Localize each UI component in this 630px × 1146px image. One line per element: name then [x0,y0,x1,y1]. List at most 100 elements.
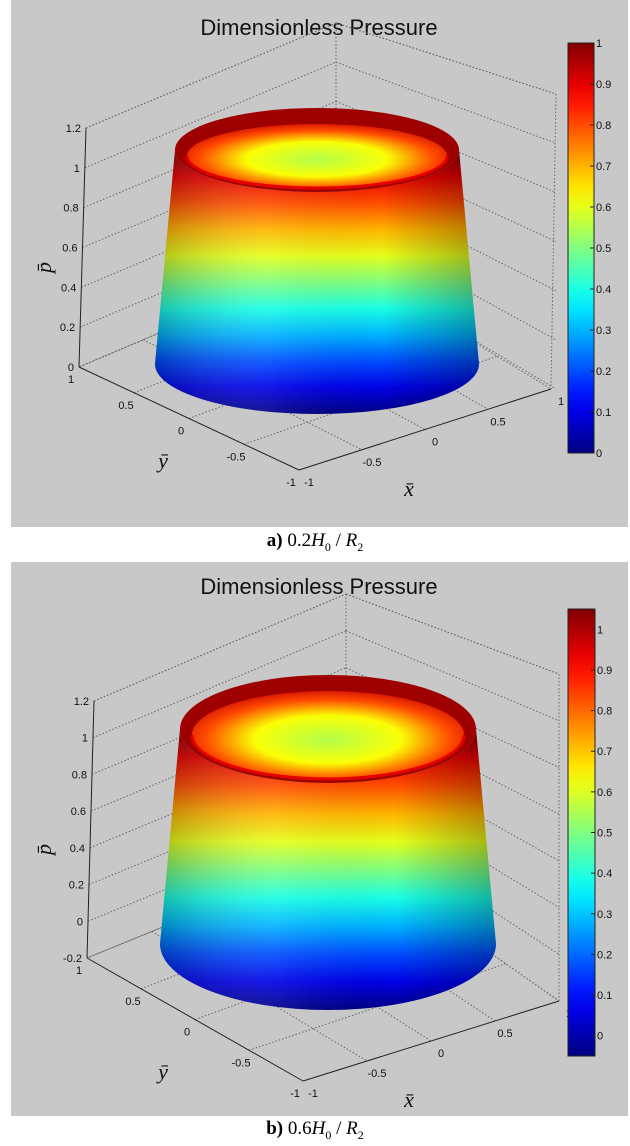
z-tick-label: 0.6 [62,243,77,255]
x-tick-label: 0 [432,437,438,449]
surface-ring [155,108,479,414]
x-tick-label: -0.5 [363,457,382,469]
z-tick-label: 1.2 [66,123,81,135]
z-axis-line [78,127,87,368]
z-tick-label: 1 [82,733,88,745]
x-axis-line [302,1000,560,1082]
colorbar-tick-label: 0 [596,448,602,460]
z-tick-label: 0.2 [60,322,75,334]
caption-sub-h: 0 [324,539,331,554]
surface-inner-lip [185,155,449,190]
z-tick-label: -0.2 [63,953,82,965]
chart-panel-b: Dimensionless Pressure -0.2 0 0.2 0.4 0.6 0.8 1… [11,562,628,1116]
axis-lines [78,127,552,471]
colorbar-tick-label: 0.7 [597,746,612,758]
caption-letter: b) [266,1118,284,1139]
x-axis-line [298,388,552,471]
x-tick-label: 0 [438,1048,444,1060]
colorbar-tick-label: 0.2 [597,949,612,961]
grid-z-right [345,630,560,722]
caption-a: a) 0.2H0 / R2 [0,530,630,555]
x-tick-label: 0.5 [497,1028,512,1040]
x-tick-label: 0.5 [490,416,505,428]
caption-separator: / [330,530,346,551]
colorbar-tick-label: 0.6 [597,787,612,799]
grid-z-left [90,704,347,812]
z-tick-label: 0.2 [69,880,84,892]
z-tick-label: 0.6 [71,806,86,818]
z-axis-label: p̄ [31,844,56,857]
caption-b: b) 0.6H0 / R2 [0,1118,630,1143]
chart-panel-a: Dimensionless Pressure 0 0.2 0.4 0.6 0.8 1 1.2 1… [11,0,628,527]
colorbar-tick-label: 0.3 [597,909,612,921]
y-tick-label: 1 [76,965,82,977]
z-tick-label: 0.4 [70,843,85,855]
surface-plot-a: Dimensionless Pressure 0 0.2 0.4 0.6 0.8 1 1.2 1… [31,15,611,501]
z-axis-line [86,700,95,959]
z-tick-label: 0.4 [61,282,76,294]
caption-var-r: R [346,1118,358,1139]
colorbar-tick-label: 0.1 [597,990,612,1002]
surface-plot-b: Dimensionless Pressure -0.2 0 0.2 0.4 0.6 0.8 1… [31,574,612,1112]
surface-inner-lip [190,734,466,781]
colorbar-tick-label: 0.4 [596,284,611,296]
caption-number: 0.6 [287,1118,312,1139]
caption-var-r: R [345,530,358,551]
colorbar-tick-label: 0.9 [597,665,612,677]
colorbar-tick-label: 0.7 [596,161,611,173]
colorbar-tick-label: 0.4 [597,868,612,880]
y-tick-label: -1 [286,477,296,489]
axis-lines [86,700,560,1082]
colorbar-tick-label: 1 [596,38,602,50]
colorbar-tick-label: 0.6 [596,202,611,214]
colorbar-tick-label: 0.5 [597,828,612,840]
caption-sub-h: 0 [325,1127,332,1142]
grid-right-vertical [550,93,557,390]
surface-wall-shading [160,729,496,1010]
y-tick-label: -0.5 [227,451,246,463]
z-tick-label: 0 [68,362,74,374]
grid-z-right [345,777,560,908]
colorbar-tick-label: 0.2 [596,366,611,378]
z-axis-label: p̄ [31,262,56,275]
x-tick-label: -1 [304,477,314,489]
grid-z-right [335,22,557,95]
grid-z-left [86,851,347,959]
y-tick-label: 0.5 [118,400,133,412]
y-axis-line [86,957,304,1082]
colorbar-tick-label: 0.3 [596,325,611,337]
y-axis-line [78,366,300,471]
grid-z-right [335,61,557,144]
colorbar-tick-label: 0.5 [596,243,611,255]
colorbar-tick-label: 0.8 [597,706,612,718]
caption-sub-r: 2 [357,539,364,554]
caption-var-h: H [311,1118,326,1139]
z-tick-label: 1 [74,163,80,175]
surface-wall-shading [155,150,479,414]
z-tick-label: 0 [77,916,83,928]
y-tick-label: 0 [178,426,184,438]
colorbar-tick-label: 0 [597,1031,603,1043]
colorbar-tick-label: 0.1 [596,407,611,419]
x-tick-label: -0.5 [368,1068,387,1080]
caption-number: 0.2 [287,530,312,551]
caption-letter: a) [266,530,283,551]
y-tick-label: 0 [184,1027,190,1039]
colorbar-tick-label: 0.8 [596,120,611,132]
colorbar-tick-label: 1 [597,624,603,636]
surface-inner-wall [187,124,447,188]
grid-z-left [93,593,347,702]
z-tick-label: 0.8 [63,203,78,215]
grid-z-right [345,740,560,862]
chart-title: Dimensionless Pressure [200,15,437,40]
y-axis-label: ȳ [156,448,169,473]
x-tick-label: -1 [308,1088,318,1100]
surface-inner-wall [192,691,464,779]
z-tick-label: 1.2 [74,696,89,708]
z-tick-label: 0.8 [72,769,87,781]
y-tick-label: -1 [290,1088,300,1100]
y-axis-label: ȳ [156,1059,169,1084]
caption-sub-r: 2 [357,1127,364,1142]
colorbar-tick-label: 0.9 [596,79,611,91]
grid-z-left [78,257,337,368]
